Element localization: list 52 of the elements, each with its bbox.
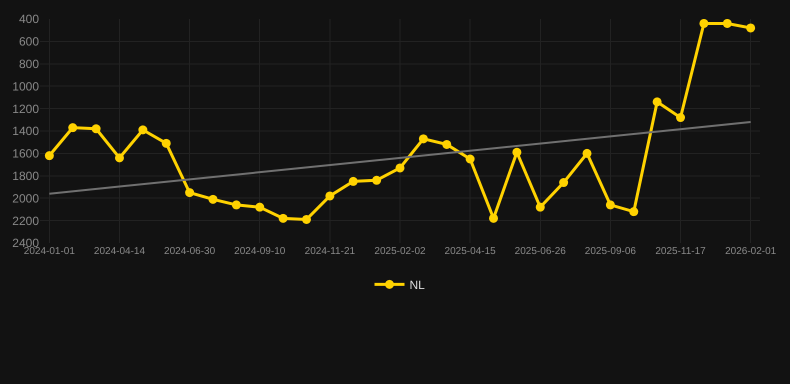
point xyxy=(512,148,522,157)
point xyxy=(466,154,475,164)
point xyxy=(396,163,404,172)
point xyxy=(442,140,452,149)
x-tick-label: 2025-09-06 xyxy=(584,246,636,257)
point xyxy=(582,148,592,158)
point xyxy=(629,207,638,216)
point xyxy=(232,200,241,210)
y-tick-label: 2000 xyxy=(12,191,40,206)
point xyxy=(699,19,708,28)
point xyxy=(138,125,148,134)
point xyxy=(68,123,78,132)
point xyxy=(208,194,218,204)
point xyxy=(676,113,686,122)
point xyxy=(606,200,615,210)
y-tick-label: 1000 xyxy=(12,79,40,94)
y-tick-label: 400 xyxy=(18,12,40,26)
point xyxy=(348,176,358,186)
point xyxy=(255,202,264,212)
y-tick-label: 1800 xyxy=(12,169,40,183)
point xyxy=(302,214,311,224)
y-tick-label: 600 xyxy=(18,34,40,49)
point xyxy=(746,23,756,32)
x-tick-label: 2026-02-01 xyxy=(725,246,777,257)
y-tick-label: 1600 xyxy=(12,146,40,161)
point xyxy=(536,202,545,212)
x-tick-label: 2025-04-15 xyxy=(444,246,496,257)
point xyxy=(114,153,124,162)
point xyxy=(489,214,498,223)
x-tick-label: 2024-11-21 xyxy=(304,246,356,257)
point xyxy=(418,134,428,144)
point xyxy=(162,138,171,148)
y-tick-label: 1200 xyxy=(12,102,40,116)
point xyxy=(722,19,732,28)
point xyxy=(559,178,568,188)
point xyxy=(92,124,101,134)
x-tick-label: 2024-09-10 xyxy=(234,246,286,257)
point xyxy=(44,151,54,160)
point xyxy=(652,97,662,106)
point xyxy=(185,188,194,198)
y-tick-label: 800 xyxy=(18,57,40,71)
point xyxy=(372,176,382,185)
y-tick-label: 1400 xyxy=(12,124,40,138)
point xyxy=(278,214,288,223)
point xyxy=(325,191,334,200)
legend-label: NL xyxy=(410,278,426,292)
x-tick-label: 2024-06-30 xyxy=(164,246,216,257)
x-tick-label: 2025-06-26 xyxy=(514,246,566,257)
x-tick-label: 2025-11-17 xyxy=(655,246,706,257)
x-tick-label: 2024-04-14 xyxy=(94,246,146,257)
x-tick-label: 2025-02-02 xyxy=(374,246,426,257)
y-tick-label: 2200 xyxy=(12,214,40,228)
